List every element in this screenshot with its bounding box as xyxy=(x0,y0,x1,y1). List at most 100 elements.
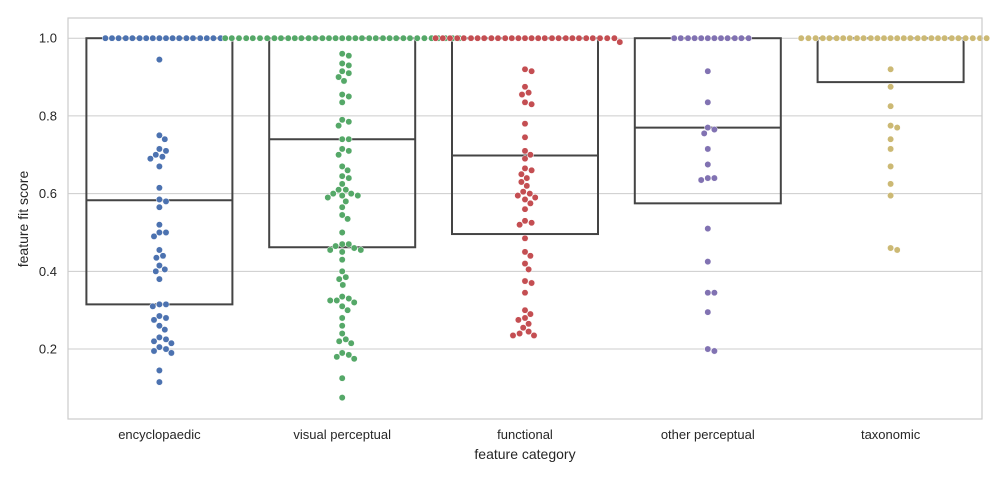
data-point xyxy=(155,56,163,64)
data-point xyxy=(521,306,529,314)
data-point xyxy=(342,273,350,281)
data-point xyxy=(887,162,895,170)
data-point xyxy=(358,34,366,42)
data-point xyxy=(335,275,343,283)
data-point xyxy=(514,316,522,324)
data-point xyxy=(108,34,116,42)
data-point xyxy=(920,34,928,42)
data-point xyxy=(697,176,705,184)
data-point xyxy=(833,34,841,42)
data-point xyxy=(365,34,373,42)
data-point xyxy=(189,34,197,42)
data-point xyxy=(325,34,333,42)
data-point xyxy=(142,34,150,42)
data-point xyxy=(413,34,421,42)
data-point xyxy=(531,194,539,201)
data-point xyxy=(887,145,895,153)
data-point xyxy=(453,34,461,42)
data-point xyxy=(372,34,380,42)
x-tick-label: functional xyxy=(497,427,553,442)
data-point xyxy=(136,34,144,42)
data-point xyxy=(534,34,542,42)
data-point xyxy=(519,188,527,196)
data-point xyxy=(589,34,597,42)
data-point xyxy=(345,118,353,126)
data-point xyxy=(324,194,332,201)
data-point xyxy=(128,34,136,42)
data-point xyxy=(338,267,346,275)
data-point xyxy=(152,151,160,159)
data-point xyxy=(338,322,346,330)
data-point xyxy=(329,190,337,198)
data-point xyxy=(460,34,468,42)
data-point xyxy=(318,34,326,42)
data-point xyxy=(521,147,529,155)
data-point xyxy=(155,131,163,139)
data-point xyxy=(338,116,346,124)
data-point xyxy=(603,34,611,42)
data-point xyxy=(115,34,123,42)
data-point xyxy=(344,306,352,314)
data-point xyxy=(338,349,346,357)
data-point xyxy=(521,65,529,73)
data-point xyxy=(887,135,895,143)
data-point xyxy=(175,34,183,42)
data-point xyxy=(887,34,895,42)
data-point xyxy=(704,174,712,182)
x-tick-label: taxonomic xyxy=(861,427,921,442)
data-point xyxy=(521,83,529,91)
data-point xyxy=(893,34,901,42)
data-point xyxy=(338,229,346,236)
data-point xyxy=(406,34,414,42)
data-point xyxy=(345,61,353,69)
data-point xyxy=(717,34,725,42)
data-point xyxy=(182,34,190,42)
data-point xyxy=(249,34,257,42)
data-point xyxy=(345,93,353,100)
data-point xyxy=(146,155,154,163)
data-point xyxy=(797,34,805,42)
data-point xyxy=(525,265,533,273)
data-point xyxy=(354,192,362,200)
data-point xyxy=(297,34,305,42)
data-point xyxy=(155,378,163,386)
data-point xyxy=(338,98,346,106)
data-point xyxy=(162,314,170,322)
data-point xyxy=(167,349,175,357)
data-point xyxy=(596,34,604,42)
data-point xyxy=(677,34,685,42)
data-point xyxy=(155,34,163,42)
data-point xyxy=(342,186,350,194)
data-point xyxy=(221,34,229,42)
data-point xyxy=(480,34,488,42)
data-point xyxy=(277,34,285,42)
data-point xyxy=(893,124,901,132)
data-point xyxy=(351,34,359,42)
data-point xyxy=(155,343,163,351)
data-point xyxy=(161,135,169,143)
data-point xyxy=(338,374,346,382)
data-point xyxy=(582,34,590,42)
y-axis-ticks: 0.2 0.4 0.6 0.8 1.0 xyxy=(39,31,57,357)
data-point xyxy=(333,353,341,361)
data-point xyxy=(338,91,346,98)
data-point xyxy=(887,102,895,110)
data-point xyxy=(342,335,350,343)
data-point xyxy=(860,34,868,42)
data-point xyxy=(819,34,827,42)
data-point xyxy=(338,67,346,75)
data-point xyxy=(155,246,163,254)
data-point xyxy=(345,52,353,60)
data-point xyxy=(704,124,712,132)
data-point xyxy=(159,252,167,260)
data-point xyxy=(521,289,529,297)
data-point xyxy=(983,34,991,42)
data-point xyxy=(196,34,204,42)
data-point xyxy=(345,240,353,248)
data-point xyxy=(737,34,745,42)
data-point xyxy=(521,314,529,322)
data-point xyxy=(150,232,158,240)
data-point xyxy=(528,67,536,75)
data-point xyxy=(162,197,170,205)
